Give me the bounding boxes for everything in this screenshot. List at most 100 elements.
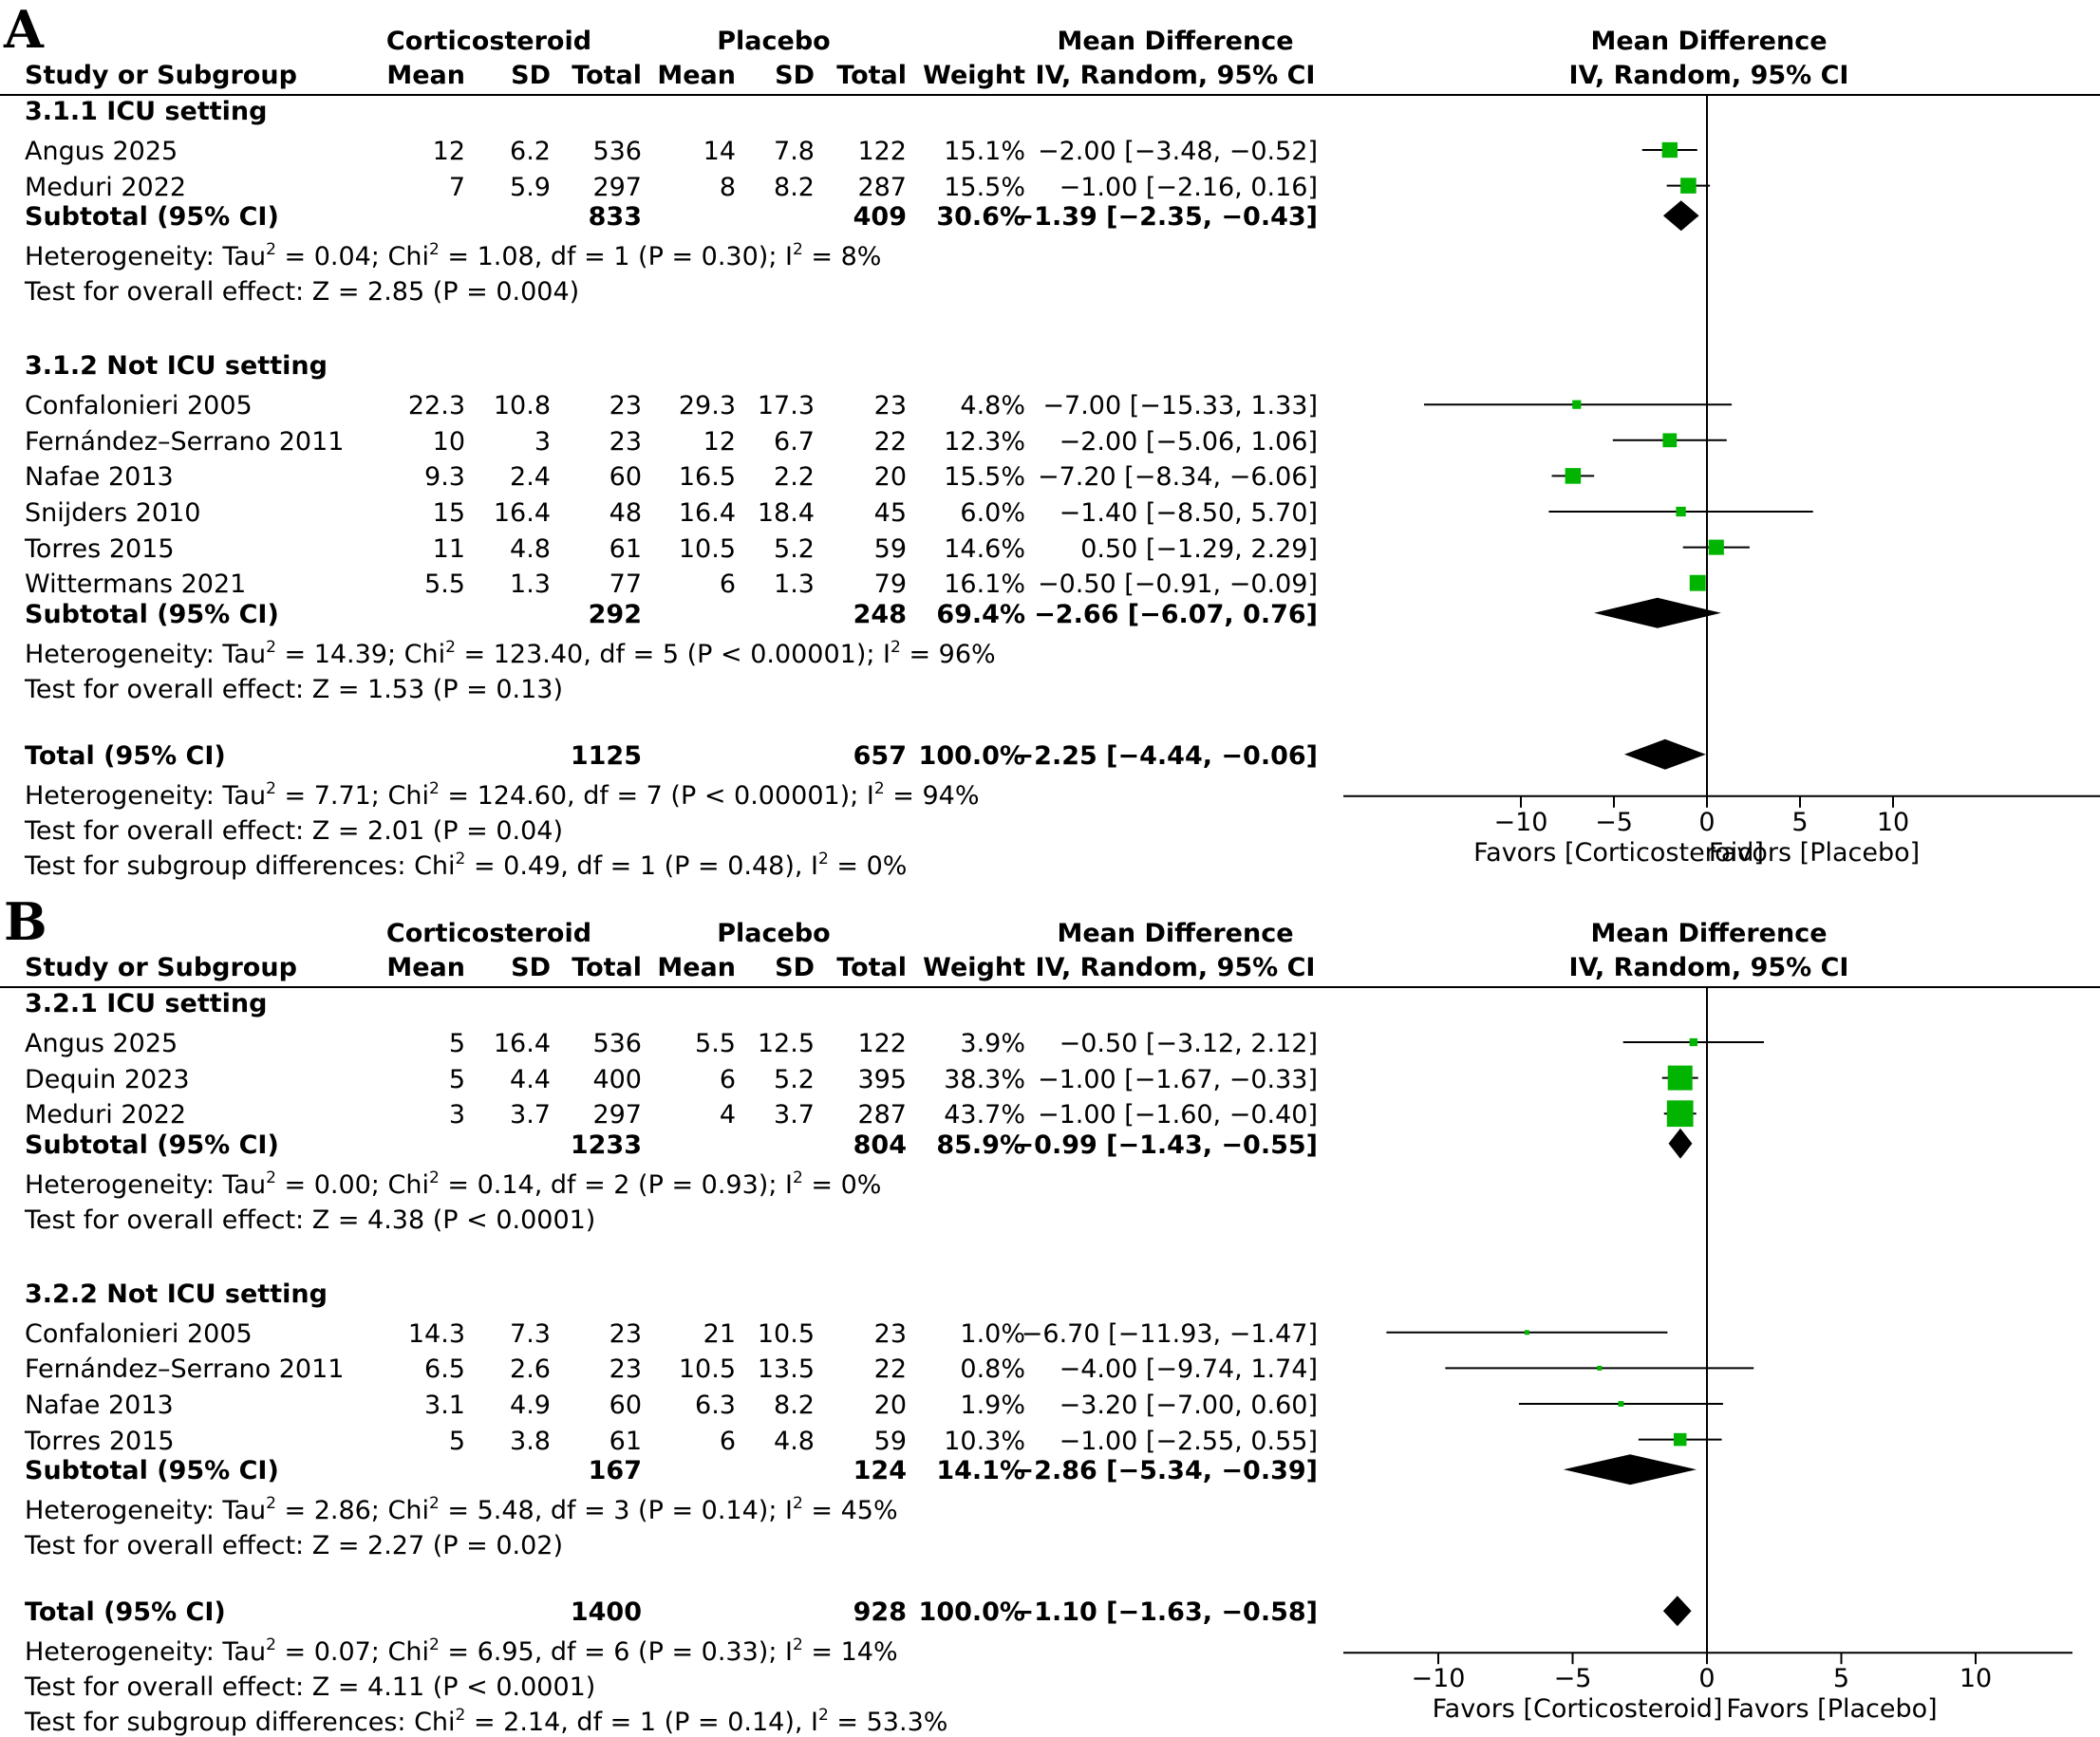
heterogeneity-text-part: = 14.39; Chi <box>276 640 445 669</box>
subgroup-differences-text-part: = 53.3% <box>829 1708 948 1737</box>
cell-sd2: 4.8 <box>774 1429 815 1454</box>
cell-sd1: 4.4 <box>510 1067 551 1093</box>
superscript-two: 2 <box>266 1635 276 1654</box>
cell-mean1: 5.5 <box>424 571 465 597</box>
superscript-two: 2 <box>456 1706 466 1725</box>
cell-weight: 1.0% <box>960 1321 1025 1347</box>
superscript-two: 2 <box>266 1168 276 1187</box>
total-weight: 100.0% <box>919 1599 1025 1625</box>
cell-mean2: 5.5 <box>695 1031 736 1056</box>
subtotal-total1: 1233 <box>571 1132 642 1158</box>
superscript-two: 2 <box>456 850 466 868</box>
heterogeneity-text-part: = 0% <box>803 1170 882 1200</box>
subtotal-weight: 69.4% <box>936 602 1025 627</box>
total-heterogeneity-text-part: Heterogeneity: Tau <box>25 781 266 811</box>
cell-mean2: 10.5 <box>679 1356 736 1382</box>
study-name: Fernández–Serrano 2011 <box>25 429 344 455</box>
cell-ci: 0.50 [−1.29, 2.29] <box>1080 536 1318 562</box>
total-label: Total (95% CI) <box>25 743 226 769</box>
cell-ci: −1.00 [−1.67, −0.33] <box>1038 1067 1318 1093</box>
study-marker <box>1690 575 1706 591</box>
cell-mean1: 3 <box>449 1102 465 1128</box>
cell-total1: 297 <box>592 175 642 200</box>
subgroup-title: 3.2.1 ICU setting <box>25 991 267 1017</box>
cell-sd2: 1.3 <box>774 571 815 597</box>
cell-mean1: 22.3 <box>408 393 465 419</box>
cell-ci: −1.40 [−8.50, 5.70] <box>1059 500 1318 526</box>
subtotal-ci: −2.66 [−6.07, 0.76] <box>1034 602 1318 627</box>
cell-total1: 77 <box>609 571 642 597</box>
x-tick-label: 10 <box>1691 1666 2100 1691</box>
superscript-two: 2 <box>429 1168 440 1187</box>
cell-mean2: 29.3 <box>679 393 736 419</box>
cell-weight: 0.8% <box>960 1356 1025 1382</box>
study-name: Wittermans 2021 <box>25 571 246 597</box>
cell-mean1: 10 <box>433 429 465 455</box>
cell-total2: 59 <box>874 1429 907 1454</box>
cell-mean2: 16.5 <box>679 464 736 490</box>
study-name: Meduri 2022 <box>25 1102 186 1128</box>
cell-mean1: 5 <box>449 1067 465 1093</box>
heterogeneity-text-part: = 0.00; Chi <box>276 1170 429 1200</box>
cell-mean2: 8 <box>720 175 736 200</box>
cell-weight: 15.5% <box>944 464 1025 490</box>
total-ci: −2.25 [−4.44, −0.06] <box>1013 743 1318 769</box>
subgroup-title: 3.2.2 Not ICU setting <box>25 1281 328 1307</box>
total-ci: −1.10 [−1.63, −0.58] <box>1013 1599 1318 1625</box>
subtotal-total1: 833 <box>589 204 642 230</box>
study-name: Snijders 2010 <box>25 500 200 526</box>
cell-sd2: 12.5 <box>758 1031 815 1056</box>
heterogeneity-text-part: = 45% <box>803 1496 898 1525</box>
cell-sd1: 4.8 <box>510 536 551 562</box>
x-tick-label: 10 <box>1608 810 2100 835</box>
cell-weight: 43.7% <box>944 1102 1025 1128</box>
overall-effect-text: Test for overall effect: Z = 2.85 (P = 0… <box>25 279 579 305</box>
subtotal-ci: −1.39 [−2.35, −0.43] <box>1013 204 1318 230</box>
total-weight: 100.0% <box>919 743 1025 769</box>
total-heterogeneity-text-part: = 7.71; Chi <box>276 781 429 811</box>
cell-mean2: 6 <box>720 1067 736 1093</box>
study-name: Angus 2025 <box>25 1031 178 1056</box>
study-name: Fernández–Serrano 2011 <box>25 1356 344 1382</box>
total-diamond <box>1624 739 1706 770</box>
cell-mean1: 14.3 <box>408 1321 465 1347</box>
cell-ci: −1.00 [−2.55, 0.55] <box>1059 1429 1318 1454</box>
total-overall-effect-text: Test for overall effect: Z = 2.01 (P = 0… <box>25 818 563 844</box>
heterogeneity-text-part: = 0.04; Chi <box>276 242 429 271</box>
cell-ci: −1.00 [−2.16, 0.16] <box>1059 175 1318 200</box>
cell-ci: −3.20 [−7.00, 0.60] <box>1059 1392 1318 1418</box>
cell-weight: 38.3% <box>944 1067 1025 1093</box>
heterogeneity-text-part: = 123.40, df = 5 (P < 0.00001); I <box>456 640 891 669</box>
cell-weight: 15.1% <box>944 139 1025 164</box>
cell-total1: 23 <box>609 1321 642 1347</box>
superscript-two: 2 <box>793 1494 803 1513</box>
study-name: Nafae 2013 <box>25 1392 174 1418</box>
cell-total1: 48 <box>609 500 642 526</box>
study-marker <box>1709 540 1724 555</box>
superscript-two: 2 <box>266 1494 276 1513</box>
total-total2: 928 <box>853 1599 907 1625</box>
superscript-two: 2 <box>266 638 276 657</box>
subtotal-total2: 409 <box>853 204 907 230</box>
cell-ci: −7.00 [−15.33, 1.33] <box>1042 393 1318 419</box>
cell-sd1: 16.4 <box>494 500 551 526</box>
subtotal-total2: 124 <box>853 1458 907 1484</box>
study-name: Meduri 2022 <box>25 175 186 200</box>
cell-total1: 60 <box>609 1392 642 1418</box>
cell-sd1: 10.8 <box>494 393 551 419</box>
subgroup-differences-text-part: = 0.49, df = 1 (P = 0.48), I <box>465 851 818 881</box>
cell-mean2: 14 <box>703 139 736 164</box>
cell-weight: 10.3% <box>944 1429 1025 1454</box>
study-marker <box>1690 1038 1697 1046</box>
total-heterogeneity-text-part: = 6.95, df = 6 (P = 0.33); I <box>440 1637 793 1667</box>
study-marker <box>1662 142 1678 158</box>
superscript-two: 2 <box>793 240 803 259</box>
cell-total1: 61 <box>609 1429 642 1454</box>
cell-total2: 45 <box>874 500 907 526</box>
total-heterogeneity-text: Heterogeneity: Tau2 = 0.07; Chi2 = 6.95,… <box>25 1639 898 1665</box>
heterogeneity-text: Heterogeneity: Tau2 = 0.04; Chi2 = 1.08,… <box>25 244 881 270</box>
cell-sd2: 10.5 <box>758 1321 815 1347</box>
cell-total2: 20 <box>874 1392 907 1418</box>
